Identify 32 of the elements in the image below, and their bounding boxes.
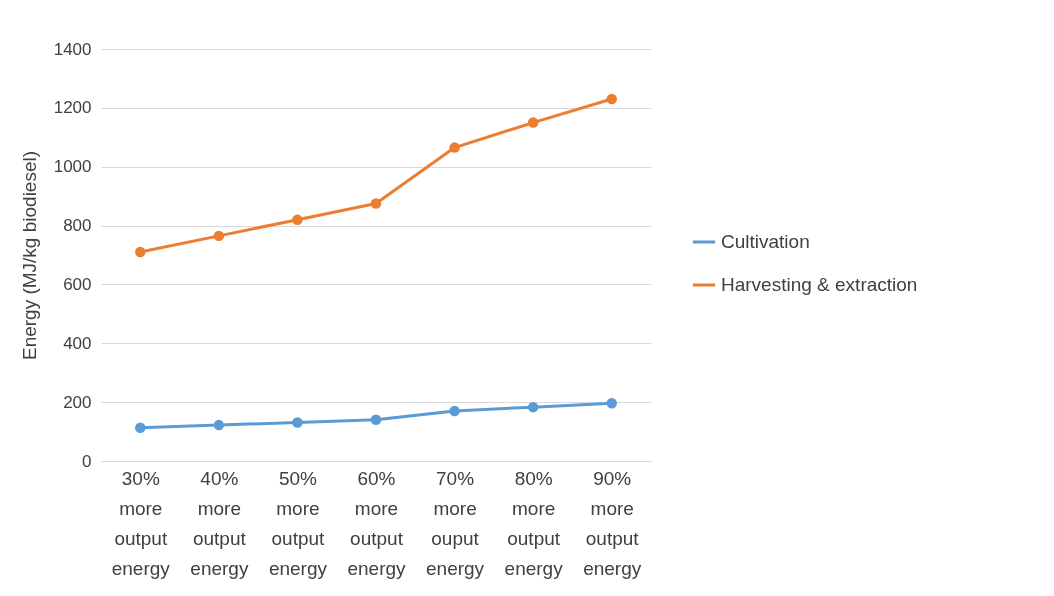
point — [449, 405, 460, 417]
point — [449, 142, 460, 153]
y-tick-label: 800 — [63, 216, 92, 236]
y-tick-label: 1400 — [53, 39, 92, 59]
legend-label: Cultivation — [721, 231, 810, 252]
point — [527, 401, 539, 413]
x-tick-label: 80% more output energy — [504, 467, 564, 579]
legend-label: Harvesting & extraction — [721, 274, 918, 295]
y-axis-title: Energy (MJ/kg biodiesel) — [18, 150, 40, 361]
x-tick-label: 30% more output energy — [111, 467, 171, 579]
point — [135, 422, 146, 433]
x-tick-label: 50% more output energy — [268, 467, 328, 579]
point — [370, 198, 382, 209]
y-tick-label: 1000 — [53, 157, 92, 177]
y-tick-label: 600 — [63, 274, 92, 294]
y-tick-label: 400 — [63, 333, 92, 353]
x-tick-label: 60% more output energy — [347, 467, 407, 579]
y-tick-label: 200 — [63, 392, 92, 412]
point — [213, 230, 225, 242]
point — [292, 214, 303, 225]
point — [135, 246, 146, 258]
point — [213, 419, 225, 431]
y-tick-label: 0 — [82, 451, 92, 471]
x-tick-label: 70% more ouput energy — [426, 467, 485, 579]
point — [370, 414, 382, 426]
x-tick-label: 40% more output energy — [190, 467, 249, 579]
point — [606, 93, 617, 105]
y-tick-label: 1200 — [53, 98, 92, 118]
point — [292, 417, 303, 428]
point — [527, 117, 539, 128]
point — [606, 398, 617, 409]
x-tick-label: 90% more output energy — [583, 467, 642, 579]
